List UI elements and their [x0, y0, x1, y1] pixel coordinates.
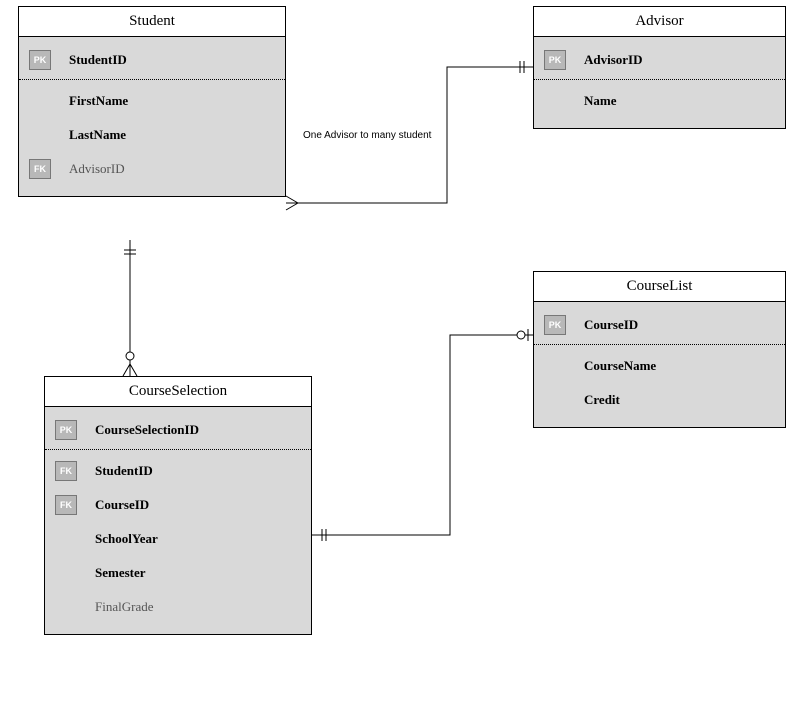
attr-label: Semester: [95, 565, 146, 581]
entity-courseselection: CourseSelection PK CourseSelectionID FK …: [44, 376, 312, 635]
entity-courselist-title: CourseList: [534, 272, 785, 302]
attr-label: CourseName: [584, 358, 656, 374]
attr-row: PK CourseID: [534, 308, 785, 342]
fk-badge: FK: [55, 495, 77, 515]
attr-label: Credit: [584, 392, 620, 408]
pk-badge: PK: [55, 420, 77, 440]
pk-badge: PK: [544, 50, 566, 70]
fk-badge: FK: [29, 159, 51, 179]
entity-advisor: Advisor PK AdvisorID Name: [533, 6, 786, 129]
attr-row: Credit: [534, 383, 785, 417]
attr-row: PK StudentID: [19, 43, 285, 77]
entity-student-body: PK StudentID FirstName LastName FK Advis…: [19, 37, 285, 196]
attr-label: StudentID: [69, 52, 127, 68]
fk-badge: FK: [55, 461, 77, 481]
entity-courseselection-title: CourseSelection: [45, 377, 311, 407]
attr-row: FinalGrade: [45, 590, 311, 624]
relationship-label: One Advisor to many student: [303, 130, 431, 141]
entity-courselist-body: PK CourseID CourseName Credit: [534, 302, 785, 427]
attr-label: CourseID: [584, 317, 638, 333]
attr-row: LastName: [19, 118, 285, 152]
entity-advisor-title: Advisor: [534, 7, 785, 37]
entity-courseselection-body: PK CourseSelectionID FK StudentID FK Cou…: [45, 407, 311, 634]
attr-label: SchoolYear: [95, 531, 158, 547]
attr-row: CourseName: [534, 349, 785, 383]
attr-row: FirstName: [19, 84, 285, 118]
attr-label: LastName: [69, 127, 126, 143]
entity-courselist: CourseList PK CourseID CourseName Credit: [533, 271, 786, 428]
attr-label: AdvisorID: [584, 52, 643, 68]
attr-row: PK AdvisorID: [534, 43, 785, 77]
attr-label: AdvisorID: [69, 161, 125, 177]
pk-badge: PK: [544, 315, 566, 335]
entity-student: Student PK StudentID FirstName LastName …: [18, 6, 286, 197]
er-diagram-canvas: Student PK StudentID FirstName LastName …: [0, 0, 800, 706]
attr-row: SchoolYear: [45, 522, 311, 556]
attr-label: CourseID: [95, 497, 149, 513]
attr-label: Name: [584, 93, 617, 109]
attr-row: Name: [534, 84, 785, 118]
entity-student-title: Student: [19, 7, 285, 37]
pk-divider: [19, 79, 285, 80]
attr-label: FirstName: [69, 93, 128, 109]
pk-divider: [45, 449, 311, 450]
attr-label: StudentID: [95, 463, 153, 479]
pk-divider: [534, 79, 785, 80]
entity-advisor-body: PK AdvisorID Name: [534, 37, 785, 128]
pk-divider: [534, 344, 785, 345]
attr-row: PK CourseSelectionID: [45, 413, 311, 447]
attr-label: FinalGrade: [95, 599, 153, 615]
attr-row: FK CourseID: [45, 488, 311, 522]
attr-row: FK AdvisorID: [19, 152, 285, 186]
attr-row: Semester: [45, 556, 311, 590]
pk-badge: PK: [29, 50, 51, 70]
attr-row: FK StudentID: [45, 454, 311, 488]
attr-label: CourseSelectionID: [95, 422, 199, 438]
rel-courselist-courseselection: [312, 335, 533, 535]
